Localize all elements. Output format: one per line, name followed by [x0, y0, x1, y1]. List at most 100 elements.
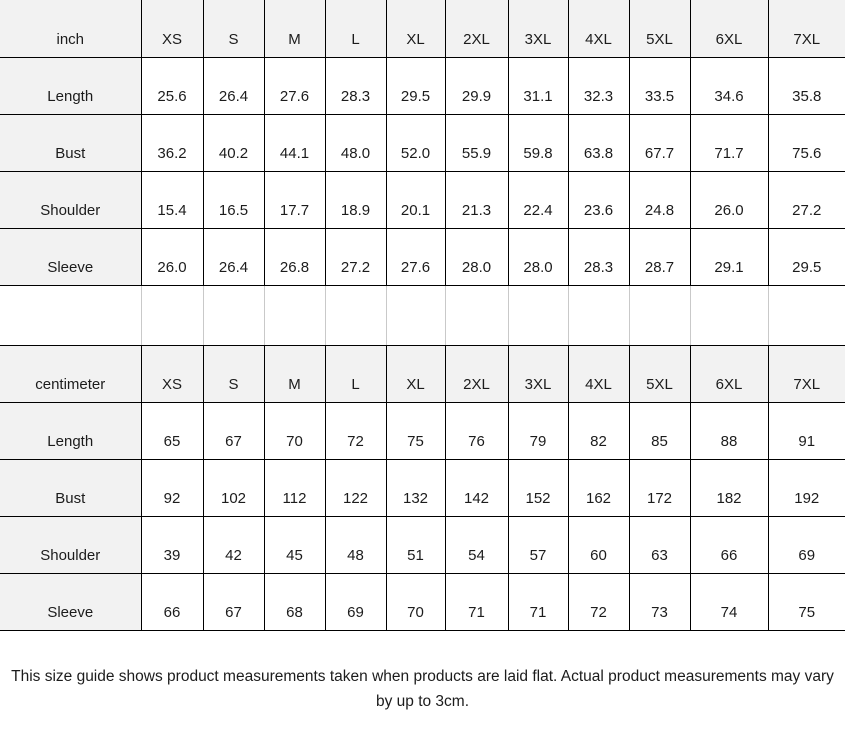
value-cell: 172: [628, 458, 691, 517]
size-header-cell: XL: [385, 344, 446, 403]
size-guide-table: inch XS S M L XL 2XL 3XL 4XL 5XL 6XL 7XL Length 25.6 2…: [0, 0, 845, 631]
size-header-cell: L: [324, 344, 387, 403]
value-cell: 28.3: [324, 56, 387, 115]
spacer-cell: [385, 284, 446, 346]
spacer-cell: [140, 284, 204, 346]
size-header-cell: L: [324, 0, 387, 58]
value-cell: 40.2: [202, 113, 265, 172]
spacer-cell: [444, 284, 509, 346]
value-cell: 75: [385, 401, 446, 460]
value-cell: 82: [567, 401, 630, 460]
value-cell: 73: [628, 572, 691, 631]
value-cell: 79: [507, 401, 569, 460]
value-cell: 63: [628, 515, 691, 574]
value-cell: 29.1: [689, 227, 769, 286]
value-cell: 72: [567, 572, 630, 631]
size-header-cell: 2XL: [444, 344, 509, 403]
size-header-cell: S: [202, 344, 265, 403]
value-cell: 27.2: [324, 227, 387, 286]
measurement-row: Shoulder 15.4 16.5 17.7 18.9 20.1 21.3 22.4 23.6…: [0, 170, 845, 229]
value-cell: 57: [507, 515, 569, 574]
value-cell: 21.3: [444, 170, 509, 229]
row-label-cell: Length: [0, 56, 142, 115]
measurement-row: Length 25.6 26.4 27.6 28.3 29.5 29.9 31.1 32.3 33…: [0, 56, 845, 115]
size-header-cell: 3XL: [507, 0, 569, 58]
value-cell: 35.8: [767, 56, 845, 115]
size-guide-note: This size guide shows product measuremen…: [11, 667, 834, 710]
value-cell: 26.8: [263, 227, 326, 286]
value-cell: 60: [567, 515, 630, 574]
size-header-cell: 7XL: [767, 344, 845, 403]
spacer-cell: [567, 284, 630, 346]
value-cell: 27.6: [263, 56, 326, 115]
value-cell: 28.0: [507, 227, 569, 286]
value-cell: 67: [202, 572, 265, 631]
value-cell: 71.7: [689, 113, 769, 172]
value-cell: 71: [444, 572, 509, 631]
value-cell: 65: [140, 401, 204, 460]
row-label-cell: Shoulder: [0, 515, 142, 574]
row-label-cell: Shoulder: [0, 170, 142, 229]
measurement-row: Length 65 67 70 72 75 76 79 82 85 88 91: [0, 401, 845, 460]
spacer-cell: [507, 284, 569, 346]
value-cell: 34.6: [689, 56, 769, 115]
unit-label-cell: inch: [0, 0, 142, 58]
value-cell: 39: [140, 515, 204, 574]
value-cell: 70: [263, 401, 326, 460]
value-cell: 59.8: [507, 113, 569, 172]
size-header-cell: M: [263, 344, 326, 403]
size-header-cell: 2XL: [444, 0, 509, 58]
size-header-cell: XS: [140, 0, 204, 58]
measurement-row: Bust 36.2 40.2 44.1 48.0 52.0 55.9 59.8 63.8 67.7…: [0, 113, 845, 172]
row-label-cell: Length: [0, 401, 142, 460]
value-cell: 22.4: [507, 170, 569, 229]
size-header-cell: XL: [385, 0, 446, 58]
value-cell: 48: [324, 515, 387, 574]
value-cell: 16.5: [202, 170, 265, 229]
value-cell: 68: [263, 572, 326, 631]
value-cell: 23.6: [567, 170, 630, 229]
value-cell: 192: [767, 458, 845, 517]
value-cell: 28.0: [444, 227, 509, 286]
value-cell: 74: [689, 572, 769, 631]
value-cell: 26.4: [202, 227, 265, 286]
value-cell: 42: [202, 515, 265, 574]
size-header-cell: 4XL: [567, 0, 630, 58]
value-cell: 66: [689, 515, 769, 574]
value-cell: 15.4: [140, 170, 204, 229]
size-header-cell: XS: [140, 344, 204, 403]
row-label-cell: Sleeve: [0, 227, 142, 286]
size-header-cell: 7XL: [767, 0, 845, 58]
value-cell: 75.6: [767, 113, 845, 172]
value-cell: 36.2: [140, 113, 204, 172]
value-cell: 55.9: [444, 113, 509, 172]
value-cell: 29.5: [767, 227, 845, 286]
value-cell: 48.0: [324, 113, 387, 172]
spacer-cell: [324, 284, 387, 346]
size-header-cell: 4XL: [567, 344, 630, 403]
value-cell: 85: [628, 401, 691, 460]
value-cell: 70: [385, 572, 446, 631]
row-label-cell: Sleeve: [0, 572, 142, 631]
value-cell: 28.7: [628, 227, 691, 286]
value-cell: 45: [263, 515, 326, 574]
value-cell: 26.4: [202, 56, 265, 115]
value-cell: 67.7: [628, 113, 691, 172]
value-cell: 44.1: [263, 113, 326, 172]
size-header-cell: 6XL: [689, 344, 769, 403]
value-cell: 67: [202, 401, 265, 460]
value-cell: 29.9: [444, 56, 509, 115]
value-cell: 92: [140, 458, 204, 517]
size-header-cell: 6XL: [689, 0, 769, 58]
value-cell: 75: [767, 572, 845, 631]
value-cell: 51: [385, 515, 446, 574]
table-gap-row: [0, 284, 845, 346]
value-cell: 26.0: [140, 227, 204, 286]
row-label-cell: Bust: [0, 113, 142, 172]
value-cell: 76: [444, 401, 509, 460]
size-header-cell: M: [263, 0, 326, 58]
value-cell: 69: [767, 515, 845, 574]
value-cell: 122: [324, 458, 387, 517]
size-header-cell: S: [202, 0, 265, 58]
measurement-row: Sleeve 26.0 26.4 26.8 27.2 27.6 28.0 28.0 28.3 28…: [0, 227, 845, 286]
